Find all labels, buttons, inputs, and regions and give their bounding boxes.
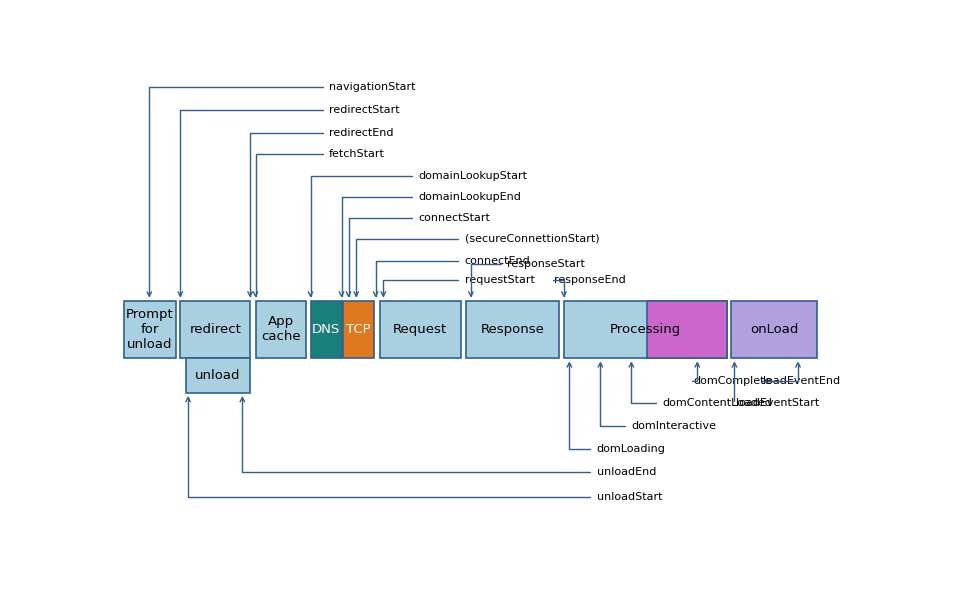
Text: loadEventEnd: loadEventEnd (763, 376, 840, 386)
Text: connectStart: connectStart (418, 213, 490, 223)
Text: domContentLoaded: domContentLoaded (663, 398, 772, 408)
Text: domainLookupStart: domainLookupStart (418, 171, 527, 181)
Text: responseStart: responseStart (507, 259, 585, 269)
Text: Request: Request (393, 323, 447, 336)
FancyBboxPatch shape (564, 300, 727, 359)
Text: unloadStart: unloadStart (596, 492, 662, 502)
Text: unload: unload (196, 369, 241, 382)
FancyBboxPatch shape (186, 359, 250, 393)
Text: Prompt
for
unload: Prompt for unload (126, 308, 174, 351)
FancyBboxPatch shape (732, 300, 817, 359)
Text: redirectEnd: redirectEnd (329, 129, 393, 138)
Text: TCP: TCP (346, 323, 371, 336)
Text: domLoading: domLoading (596, 444, 666, 454)
Text: DNS: DNS (312, 323, 340, 336)
Text: onLoad: onLoad (750, 323, 799, 336)
Text: domainLookupEnd: domainLookupEnd (418, 192, 521, 201)
FancyBboxPatch shape (255, 300, 306, 359)
Text: loadEventStart: loadEventStart (736, 398, 819, 408)
FancyBboxPatch shape (124, 300, 175, 359)
Text: unloadEnd: unloadEnd (596, 468, 656, 477)
Text: requestStart: requestStart (465, 275, 534, 285)
Text: domComplete: domComplete (693, 376, 772, 386)
Text: connectEnd: connectEnd (465, 256, 530, 266)
Text: Response: Response (480, 323, 545, 336)
FancyBboxPatch shape (380, 300, 461, 359)
FancyBboxPatch shape (180, 300, 250, 359)
Text: fetchStart: fetchStart (329, 149, 385, 159)
FancyBboxPatch shape (465, 300, 559, 359)
Text: Processing: Processing (610, 323, 681, 336)
Text: redirect: redirect (189, 323, 241, 336)
Text: App
cache: App cache (261, 315, 300, 343)
Text: redirectStart: redirectStart (329, 105, 400, 116)
Text: domInteractive: domInteractive (631, 421, 716, 431)
Text: navigationStart: navigationStart (329, 82, 415, 92)
FancyBboxPatch shape (343, 300, 374, 359)
FancyBboxPatch shape (647, 300, 727, 359)
Text: (secureConnettionStart): (secureConnettionStart) (465, 234, 599, 244)
FancyBboxPatch shape (311, 300, 341, 359)
Text: responseEnd: responseEnd (554, 275, 625, 285)
